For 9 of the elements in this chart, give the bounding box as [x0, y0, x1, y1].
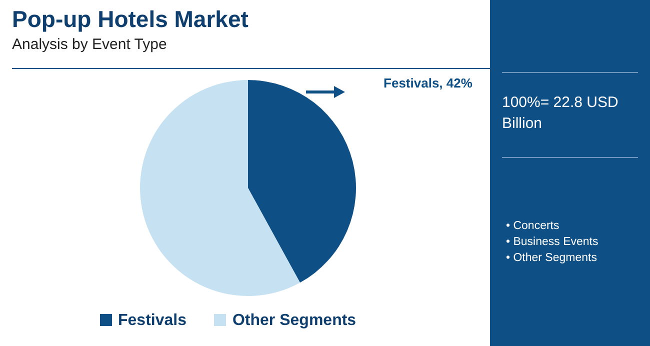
chart-subtitle: Analysis by Event Type — [12, 36, 167, 53]
text: 100%= 22.8 USD Billion — [502, 93, 620, 134]
legend-label: Festivals — [117, 312, 186, 330]
text: • Business Events — [506, 235, 598, 250]
data-label: Festivals, 42% — [384, 76, 473, 91]
text: • Other Segments — [506, 251, 598, 266]
chart-title: Pop-up Hotels Market — [12, 6, 248, 33]
text: • Concerts — [506, 219, 560, 234]
legend-label: Other Segments — [231, 312, 356, 330]
